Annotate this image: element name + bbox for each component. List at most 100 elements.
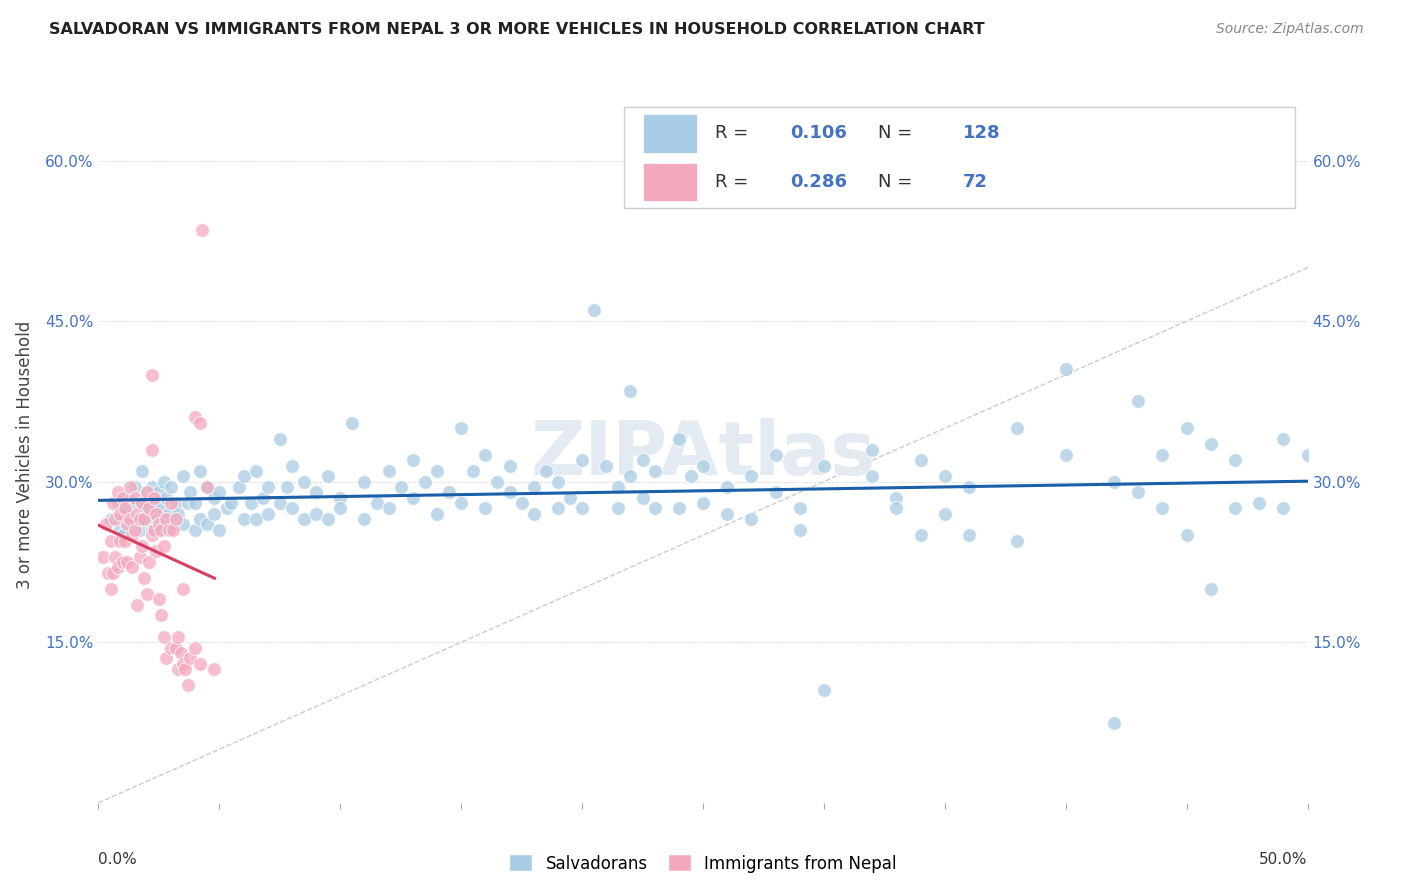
Point xyxy=(143,523,166,537)
Point xyxy=(141,368,163,382)
Point xyxy=(292,512,315,526)
Point xyxy=(208,485,231,500)
Point xyxy=(141,523,163,537)
Point xyxy=(148,485,170,500)
Point xyxy=(172,657,194,671)
Point xyxy=(157,523,180,537)
Point xyxy=(692,458,714,473)
Point xyxy=(1223,453,1246,467)
Point xyxy=(172,517,194,532)
Point xyxy=(377,501,399,516)
Legend: Salvadorans, Immigrants from Nepal: Salvadorans, Immigrants from Nepal xyxy=(502,847,904,880)
Point xyxy=(138,555,160,569)
Point xyxy=(100,512,122,526)
Point xyxy=(152,475,174,489)
Point xyxy=(118,517,141,532)
Point xyxy=(813,458,835,473)
Point xyxy=(329,501,352,516)
Point xyxy=(860,469,883,483)
Point xyxy=(114,533,136,548)
Point xyxy=(1128,485,1150,500)
Point xyxy=(195,517,218,532)
Point xyxy=(127,598,149,612)
Point xyxy=(143,491,166,505)
Point xyxy=(644,501,666,516)
Point xyxy=(377,464,399,478)
Point xyxy=(188,464,211,478)
Point xyxy=(155,651,177,665)
Point xyxy=(124,512,146,526)
Point xyxy=(668,432,690,446)
Point xyxy=(131,512,153,526)
Point xyxy=(172,469,194,483)
Point xyxy=(256,480,278,494)
Point xyxy=(114,501,136,516)
Point xyxy=(179,485,201,500)
Point xyxy=(160,480,183,494)
Point xyxy=(239,496,262,510)
Point xyxy=(141,528,163,542)
Point xyxy=(157,507,180,521)
Point xyxy=(366,496,388,510)
Point xyxy=(498,458,520,473)
Point xyxy=(148,523,170,537)
Point xyxy=(117,555,139,569)
Point xyxy=(121,528,143,542)
Point xyxy=(155,491,177,505)
Point xyxy=(450,496,472,510)
Point xyxy=(134,496,156,510)
Point xyxy=(413,475,436,489)
Point xyxy=(619,469,641,483)
Point xyxy=(474,501,496,516)
Point xyxy=(631,453,654,467)
Point xyxy=(121,560,143,574)
Point xyxy=(101,496,124,510)
Point xyxy=(135,587,157,601)
Point xyxy=(152,630,174,644)
Point xyxy=(232,469,254,483)
Point xyxy=(228,480,250,494)
Point xyxy=(789,523,811,537)
Point xyxy=(184,640,207,655)
Point xyxy=(100,582,122,596)
Point xyxy=(195,480,218,494)
Point xyxy=(1175,528,1198,542)
Text: R =: R = xyxy=(716,173,754,191)
Point xyxy=(148,592,170,607)
Text: 0.286: 0.286 xyxy=(790,173,846,191)
Point xyxy=(117,517,139,532)
Point xyxy=(195,480,218,494)
Point xyxy=(150,523,173,537)
Point xyxy=(305,507,328,521)
Point xyxy=(165,496,187,510)
Point xyxy=(128,523,150,537)
Point xyxy=(128,512,150,526)
Point xyxy=(486,475,509,489)
Point xyxy=(595,458,617,473)
Point xyxy=(167,507,190,521)
Point xyxy=(107,485,129,500)
Point xyxy=(353,512,375,526)
Point xyxy=(558,491,581,505)
Point xyxy=(716,507,738,521)
Point xyxy=(104,549,127,564)
Point xyxy=(184,496,207,510)
Point xyxy=(91,549,114,564)
Point xyxy=(177,496,200,510)
Point xyxy=(108,523,131,537)
Text: SALVADORAN VS IMMIGRANTS FROM NEPAL 3 OR MORE VEHICLES IN HOUSEHOLD CORRELATION : SALVADORAN VS IMMIGRANTS FROM NEPAL 3 OR… xyxy=(49,22,984,37)
Point xyxy=(138,501,160,516)
Text: 128: 128 xyxy=(963,125,1001,143)
Point xyxy=(204,662,226,676)
Point xyxy=(426,507,449,521)
Bar xyxy=(643,114,697,153)
Point xyxy=(100,533,122,548)
Point xyxy=(188,657,211,671)
Point xyxy=(1272,432,1295,446)
Point xyxy=(131,539,153,553)
Point xyxy=(118,480,141,494)
Point xyxy=(1128,394,1150,409)
Point xyxy=(188,512,211,526)
Point xyxy=(934,507,956,521)
Point xyxy=(245,464,267,478)
